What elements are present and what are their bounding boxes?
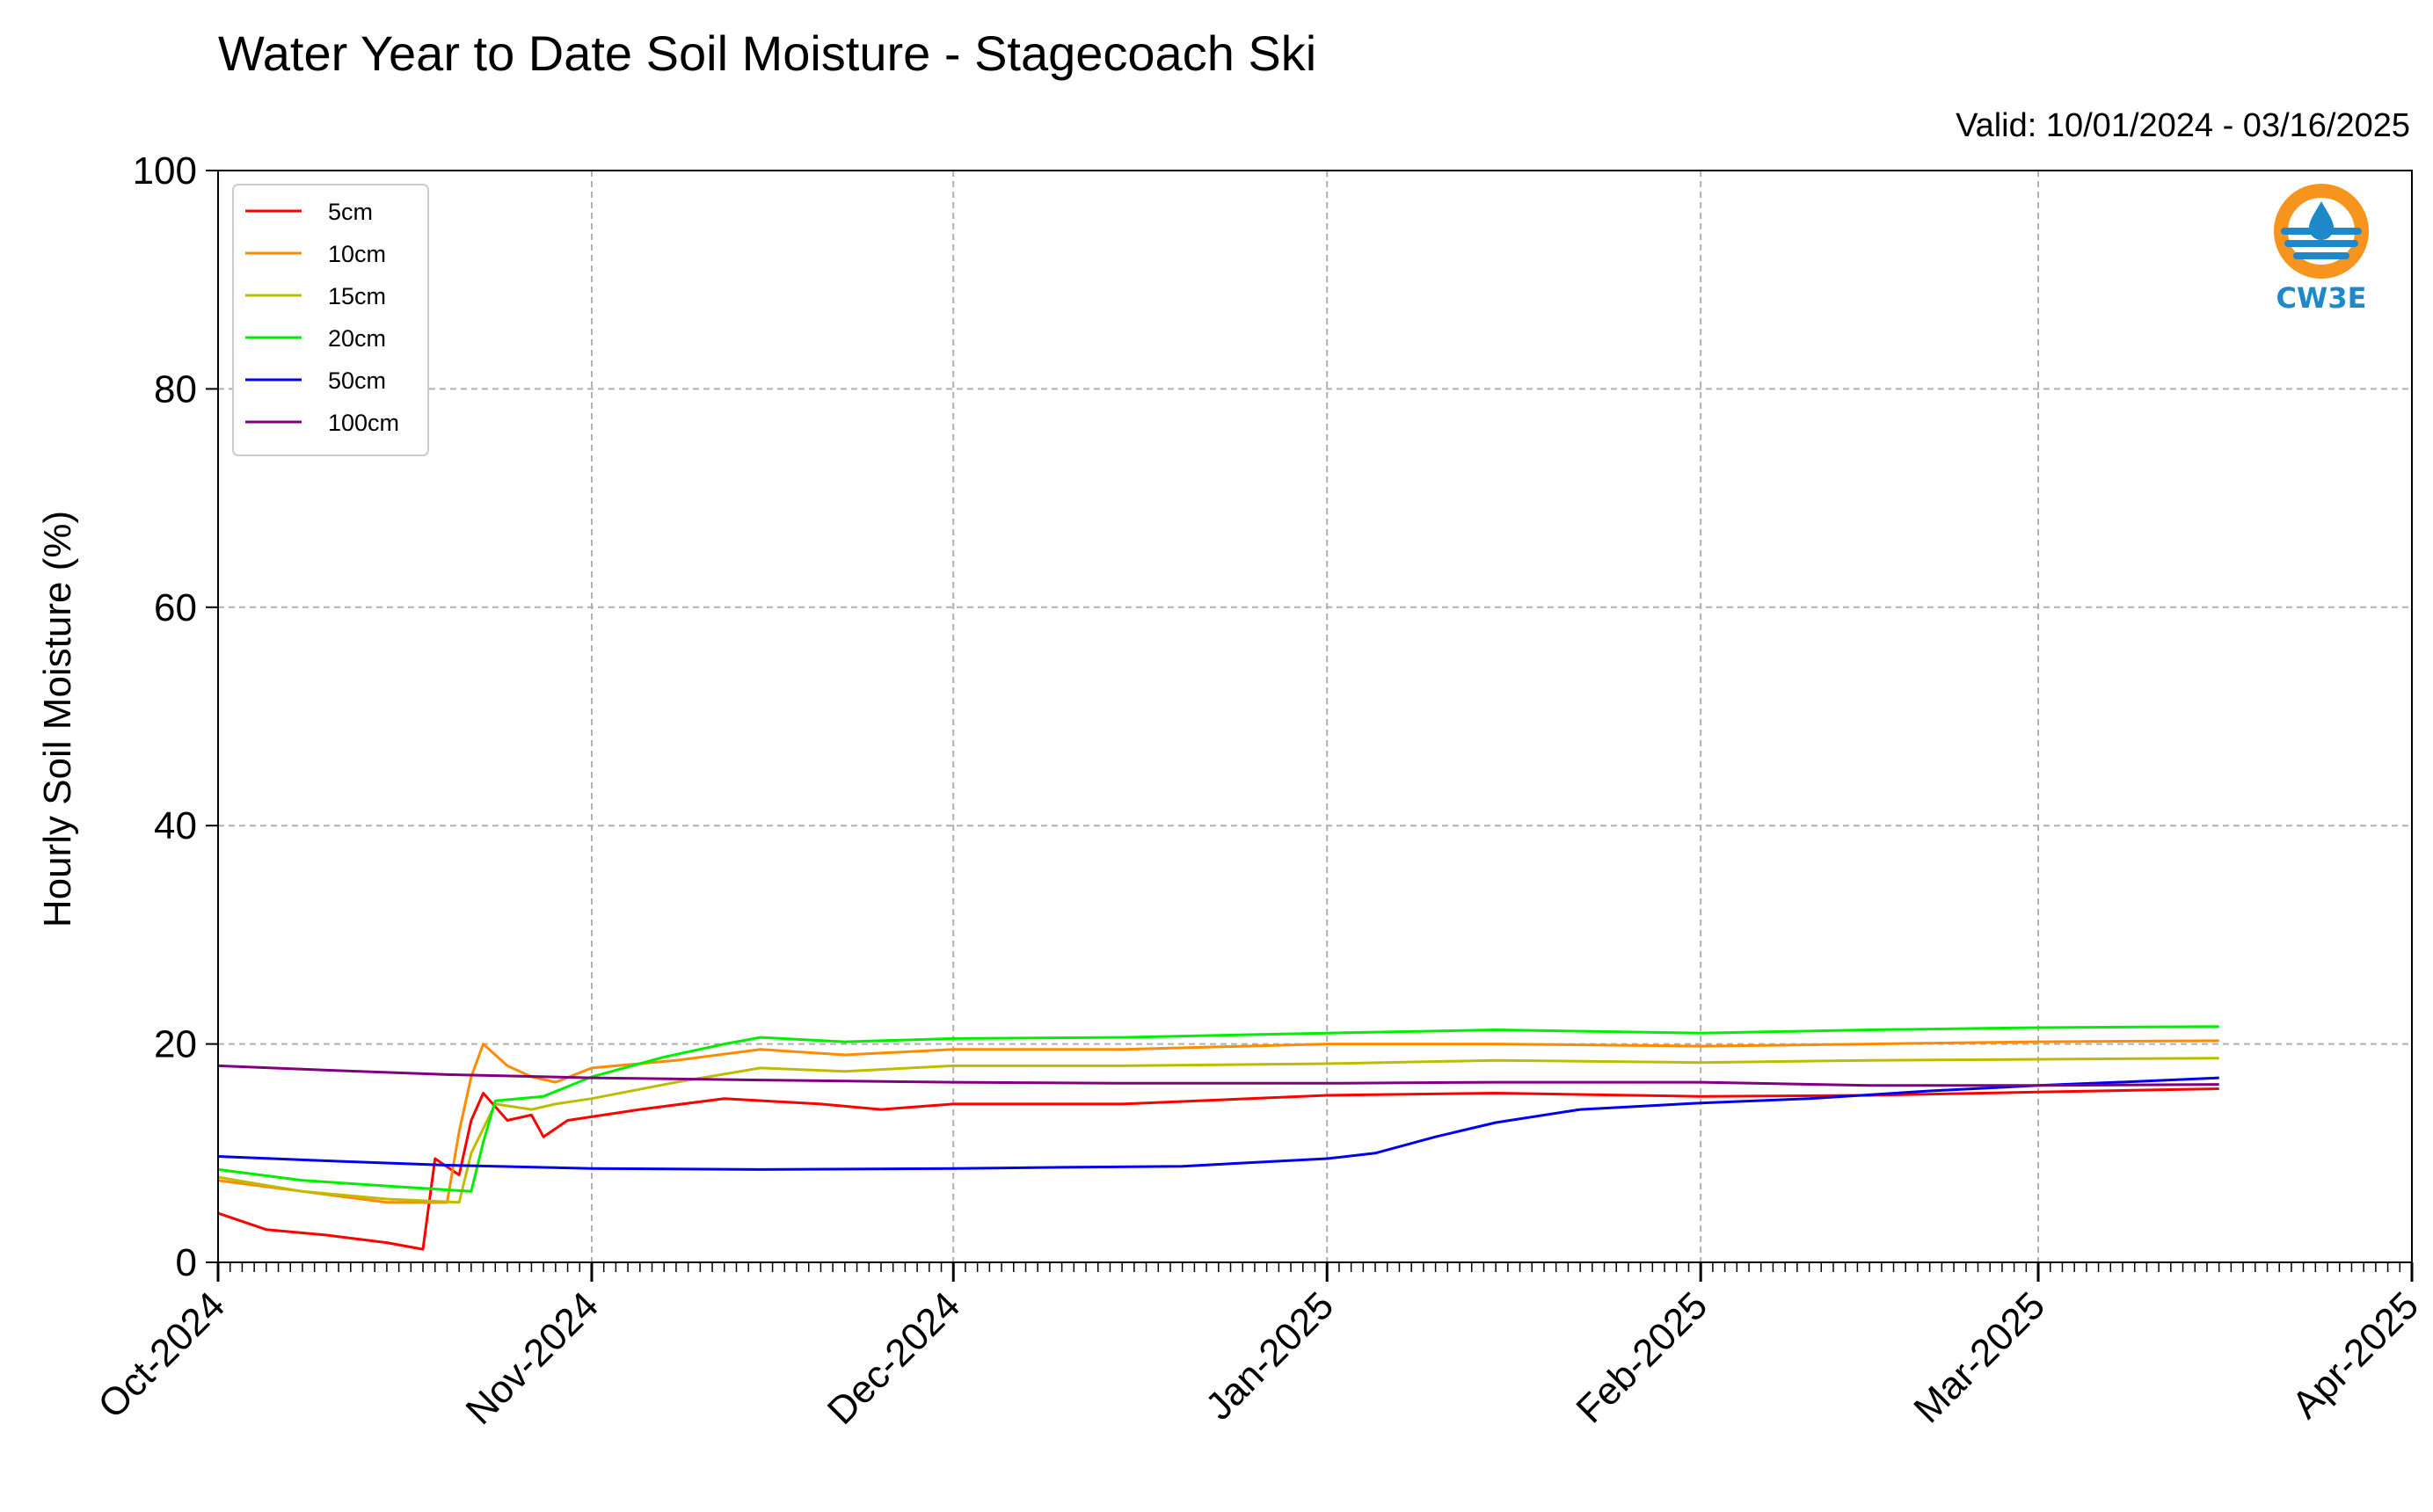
chart-subtitle: Valid: 10/01/2024 - 03/16/2025 bbox=[1956, 107, 2410, 144]
x-tick-label: Dec-2024 bbox=[819, 1283, 969, 1433]
y-tick-label: 40 bbox=[154, 804, 197, 847]
legend: 5cm 10cm 15cm 20cm 50cm 100cm bbox=[232, 184, 429, 456]
legend-label-5cm: 5cm bbox=[328, 199, 373, 225]
y-tick-label: 60 bbox=[154, 586, 197, 629]
series-line-50cm bbox=[217, 1076, 2219, 1171]
legend-label-20cm: 20cm bbox=[328, 325, 386, 352]
grid-lines bbox=[218, 171, 2412, 1262]
x-tick-label: Feb-2025 bbox=[1568, 1283, 1715, 1431]
y-tick-label: 0 bbox=[176, 1241, 197, 1284]
axes: 0 20 40 60 80 100 Oct-2024 Nov-2024 Dec-2024 Jan-… bbox=[90, 149, 2427, 1433]
legend-label-10cm: 10cm bbox=[328, 241, 386, 267]
x-tick-label: Nov-2024 bbox=[457, 1283, 607, 1433]
plot-frame bbox=[217, 170, 2413, 1263]
y-tick-label: 80 bbox=[154, 367, 197, 411]
series-line-15cm bbox=[217, 1057, 2219, 1204]
series-line-5cm bbox=[217, 1087, 2219, 1251]
series-lines bbox=[217, 1025, 2219, 1251]
chart-title: Water Year to Date Soil Moisture - Stage… bbox=[218, 25, 1317, 81]
y-tick-label: 20 bbox=[154, 1023, 197, 1066]
legend-label-100cm: 100cm bbox=[328, 410, 399, 436]
logo-text: CW3E bbox=[2276, 281, 2367, 315]
legend-label-15cm: 15cm bbox=[328, 283, 386, 309]
cw3e-logo-icon bbox=[2274, 184, 2369, 279]
legend-label-50cm: 50cm bbox=[328, 367, 386, 394]
x-tick-label: Jan-2025 bbox=[1198, 1283, 1342, 1428]
logo-drop bbox=[2309, 201, 2334, 240]
x-tick-label: Oct-2024 bbox=[90, 1283, 233, 1427]
x-tick-label: Apr-2025 bbox=[2284, 1283, 2427, 1427]
series-line-100cm bbox=[217, 1064, 2219, 1087]
y-tick-label: 100 bbox=[133, 149, 197, 193]
series-line-20cm bbox=[217, 1025, 2219, 1193]
x-tick-label: Mar-2025 bbox=[1905, 1283, 2053, 1431]
